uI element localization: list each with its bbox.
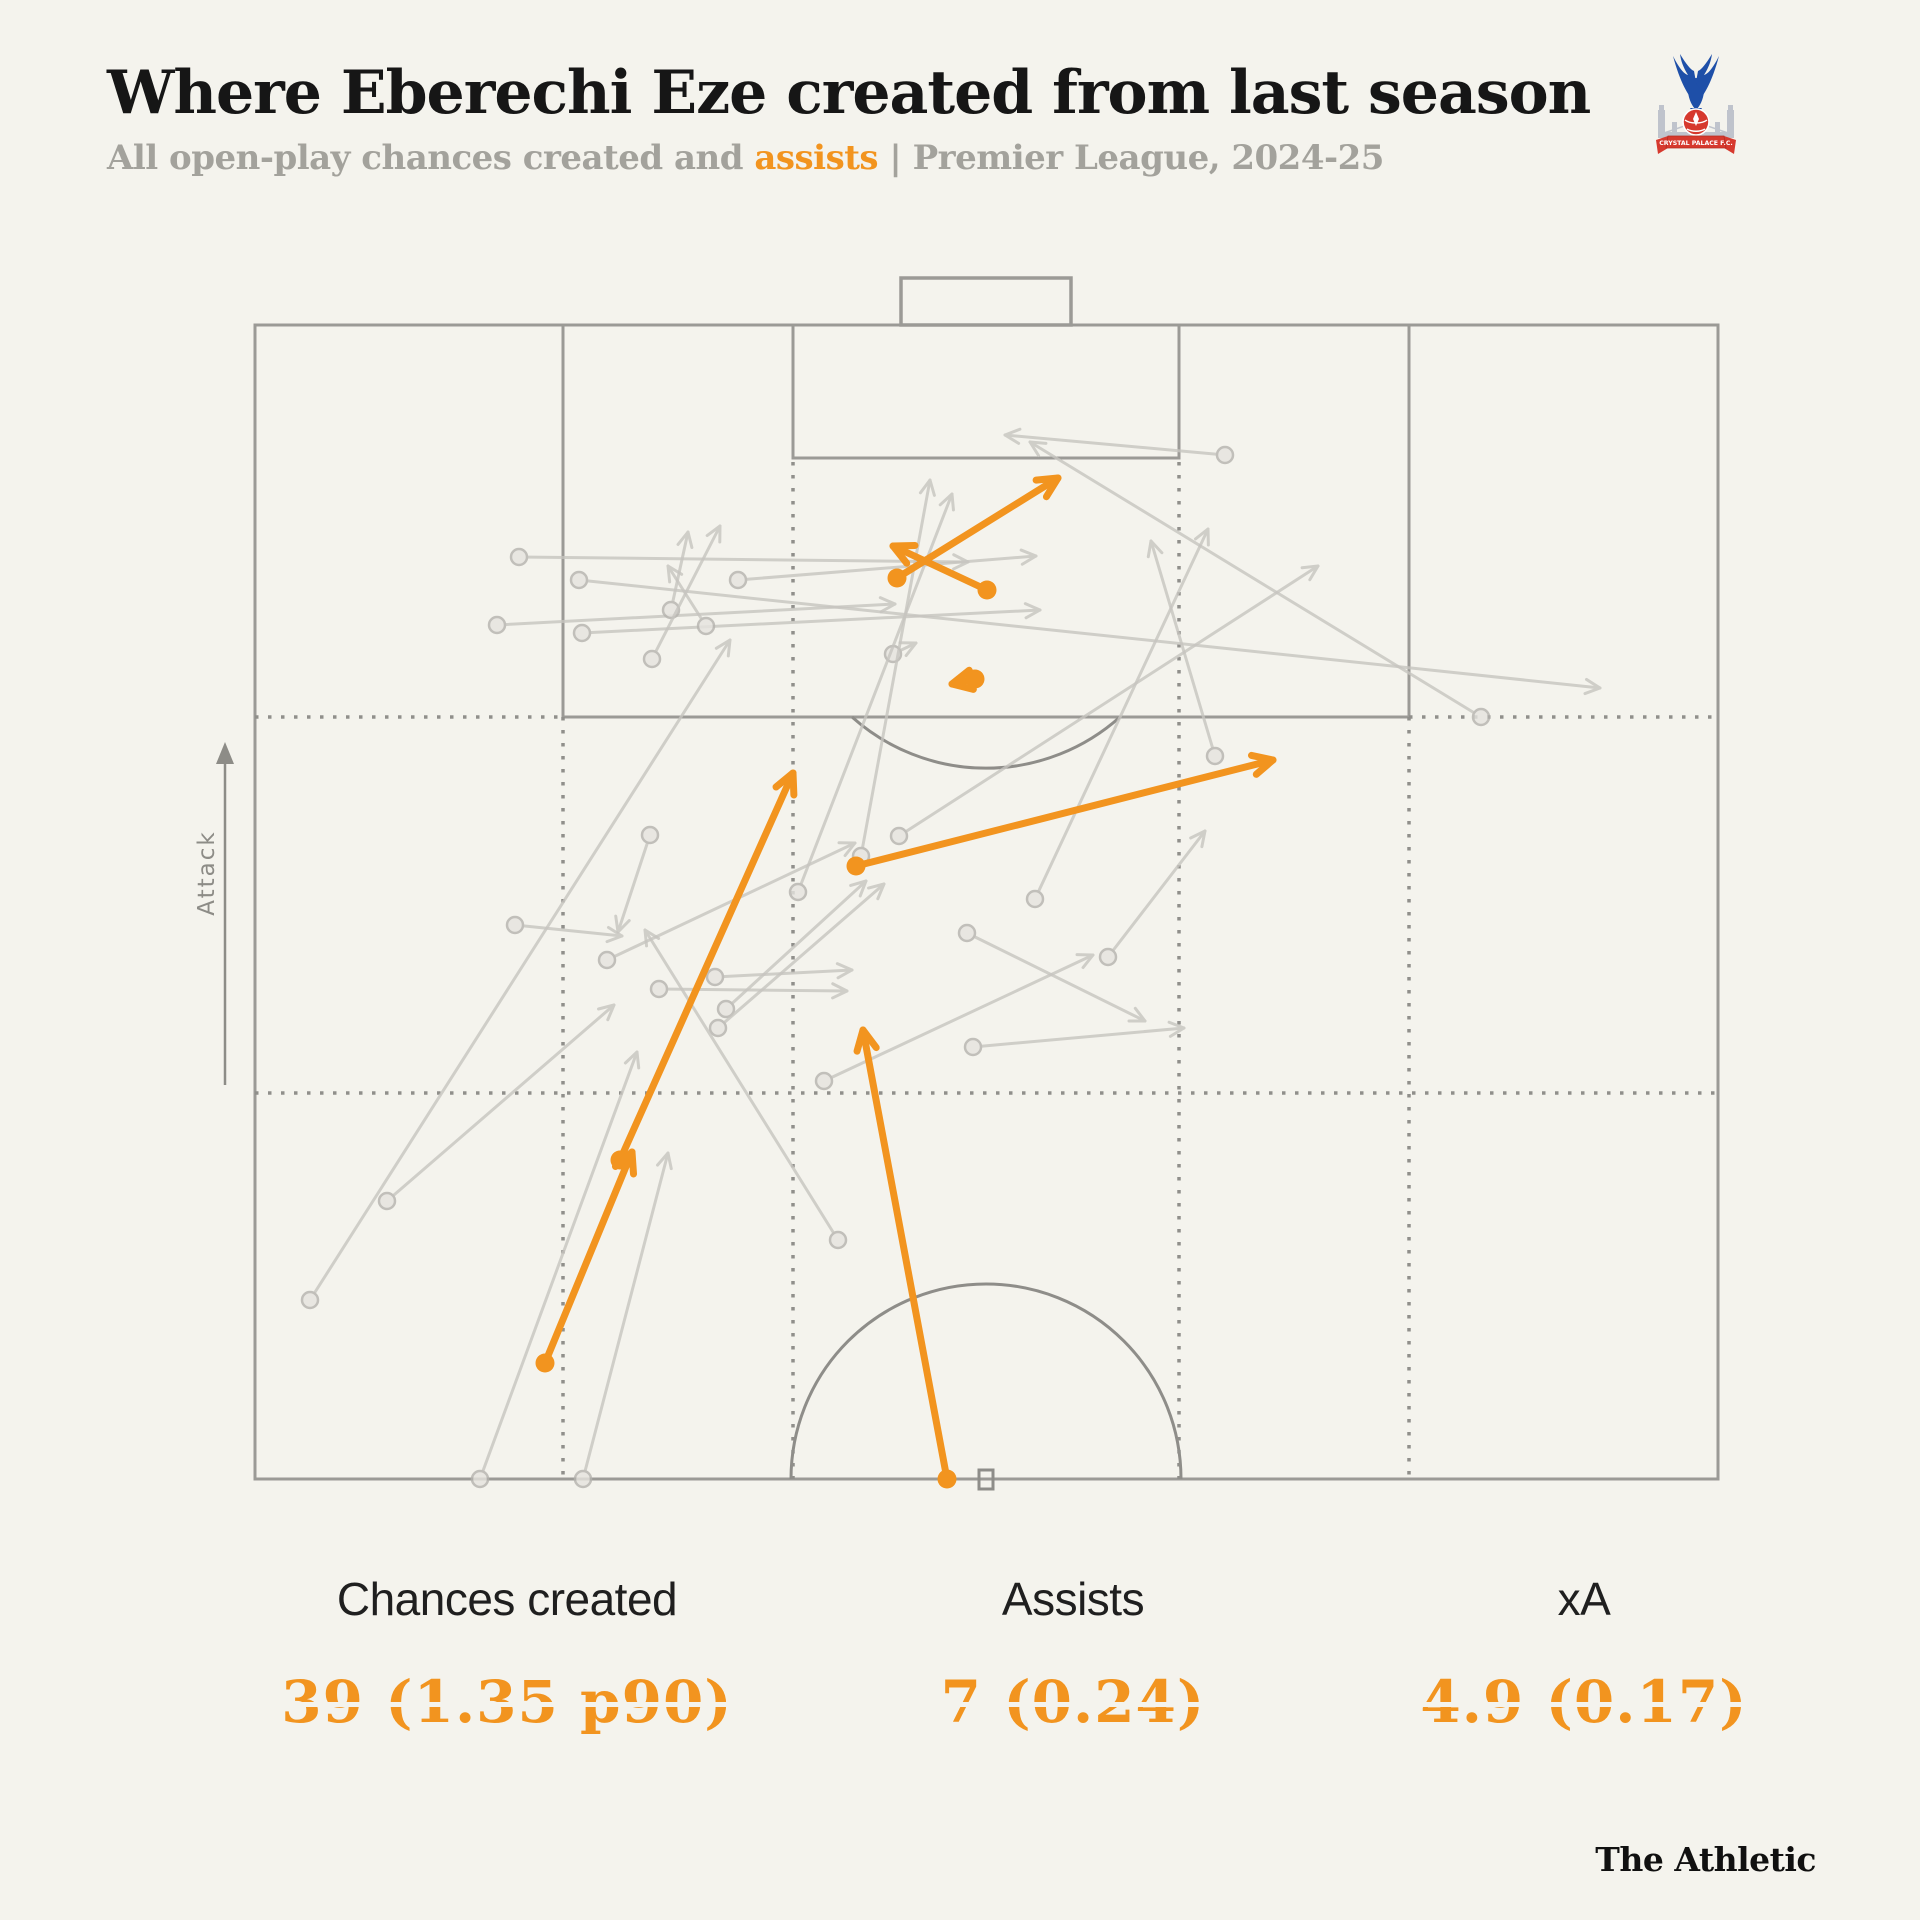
assist-arrow bbox=[889, 542, 997, 600]
chance-created-arrow bbox=[1025, 527, 1210, 909]
chance-created-arrow bbox=[642, 524, 722, 669]
stat-assists: Assists 7 (0.24) bbox=[941, 1572, 1206, 1736]
assist-arrow bbox=[535, 1148, 638, 1373]
chance-created-arrow bbox=[957, 923, 1147, 1023]
assist-arrow bbox=[948, 666, 985, 693]
assist-arrow bbox=[846, 751, 1277, 876]
chance-created-arrow bbox=[569, 570, 1602, 696]
center-spot-marker bbox=[977, 1468, 995, 1491]
pitch-line bbox=[253, 323, 1720, 1481]
pitch-line bbox=[791, 323, 1181, 460]
chance-created-arrow bbox=[643, 928, 848, 1250]
subtitle-prefix: All open-play chances created and bbox=[107, 138, 755, 178]
chance-created-arrow bbox=[963, 1020, 1186, 1057]
pitch-line bbox=[899, 276, 1073, 327]
chance-created-arrow bbox=[300, 638, 732, 1310]
chance-created-arrow bbox=[661, 530, 694, 620]
stat-label: xA bbox=[1557, 1573, 1611, 1625]
subtitle-assists-highlight: assists bbox=[754, 138, 879, 178]
chance-created-arrow bbox=[1028, 440, 1491, 727]
chance-created-arrow bbox=[573, 1151, 673, 1489]
chance-created-arrow bbox=[377, 1003, 616, 1211]
chance-created-arrow bbox=[851, 478, 936, 866]
attack-arrowhead-icon bbox=[216, 742, 234, 764]
chance-created-arrow bbox=[666, 564, 716, 636]
chance-created-arrow bbox=[487, 596, 897, 635]
assist-arrow bbox=[853, 1026, 957, 1489]
chance-created-arrow bbox=[614, 825, 660, 934]
chance-created-arrow bbox=[1098, 829, 1207, 967]
stat-label: Assists bbox=[1001, 1573, 1145, 1625]
chance-created-arrow bbox=[1003, 427, 1235, 465]
stat-xa: xA 4.9 (0.17) bbox=[1420, 1572, 1747, 1736]
stats-row: Chances created 39 (1.35 p90) Assists 7 … bbox=[0, 1572, 1920, 1736]
chance-created-arrow bbox=[889, 564, 1320, 846]
crest-eagle bbox=[1673, 54, 1719, 118]
crystal-palace-crest-icon: CRYSTAL PALACE F.C. bbox=[1656, 54, 1736, 154]
crest-banner: CRYSTAL PALACE F.C. bbox=[1656, 135, 1736, 154]
chance-created-arrow bbox=[597, 841, 857, 970]
chance-created-arrow bbox=[1146, 539, 1225, 766]
stat-value: 39 (1.35 p90) bbox=[281, 1668, 733, 1736]
chance-created-arrow bbox=[708, 882, 886, 1038]
assist-arrow bbox=[887, 474, 1062, 588]
page-title: Where Eberechi Eze created from last sea… bbox=[107, 58, 1591, 128]
chance-created-arrow bbox=[505, 915, 624, 944]
chance-created-arrow bbox=[470, 1050, 641, 1489]
chance-created-arrow bbox=[705, 962, 854, 987]
subtitle-suffix: | Premier League, 2024-25 bbox=[878, 138, 1384, 178]
crest-football bbox=[1682, 108, 1710, 136]
the-athletic-wordmark: The Athletic bbox=[1595, 1840, 1816, 1879]
chance-created-arrow bbox=[649, 979, 849, 1000]
chance-created-arrow bbox=[716, 879, 868, 1019]
stat-value: 4.9 (0.17) bbox=[1420, 1668, 1748, 1736]
chance-created-arrow bbox=[728, 548, 1038, 590]
chance-created-arrow bbox=[572, 602, 1042, 643]
crest-banner-text: CRYSTAL PALACE F.C. bbox=[1659, 140, 1733, 147]
center-circle-arc bbox=[789, 1282, 1183, 1480]
penalty-arc bbox=[851, 715, 1121, 770]
stat-chances-created: Chances created 39 (1.35 p90) bbox=[281, 1572, 733, 1736]
stat-value: 7 (0.24) bbox=[940, 1668, 1206, 1736]
attack-direction-label: Attack bbox=[194, 830, 220, 916]
stat-label: Chances created bbox=[336, 1573, 678, 1625]
page-subtitle: All open-play chances created and assist… bbox=[107, 138, 1384, 178]
